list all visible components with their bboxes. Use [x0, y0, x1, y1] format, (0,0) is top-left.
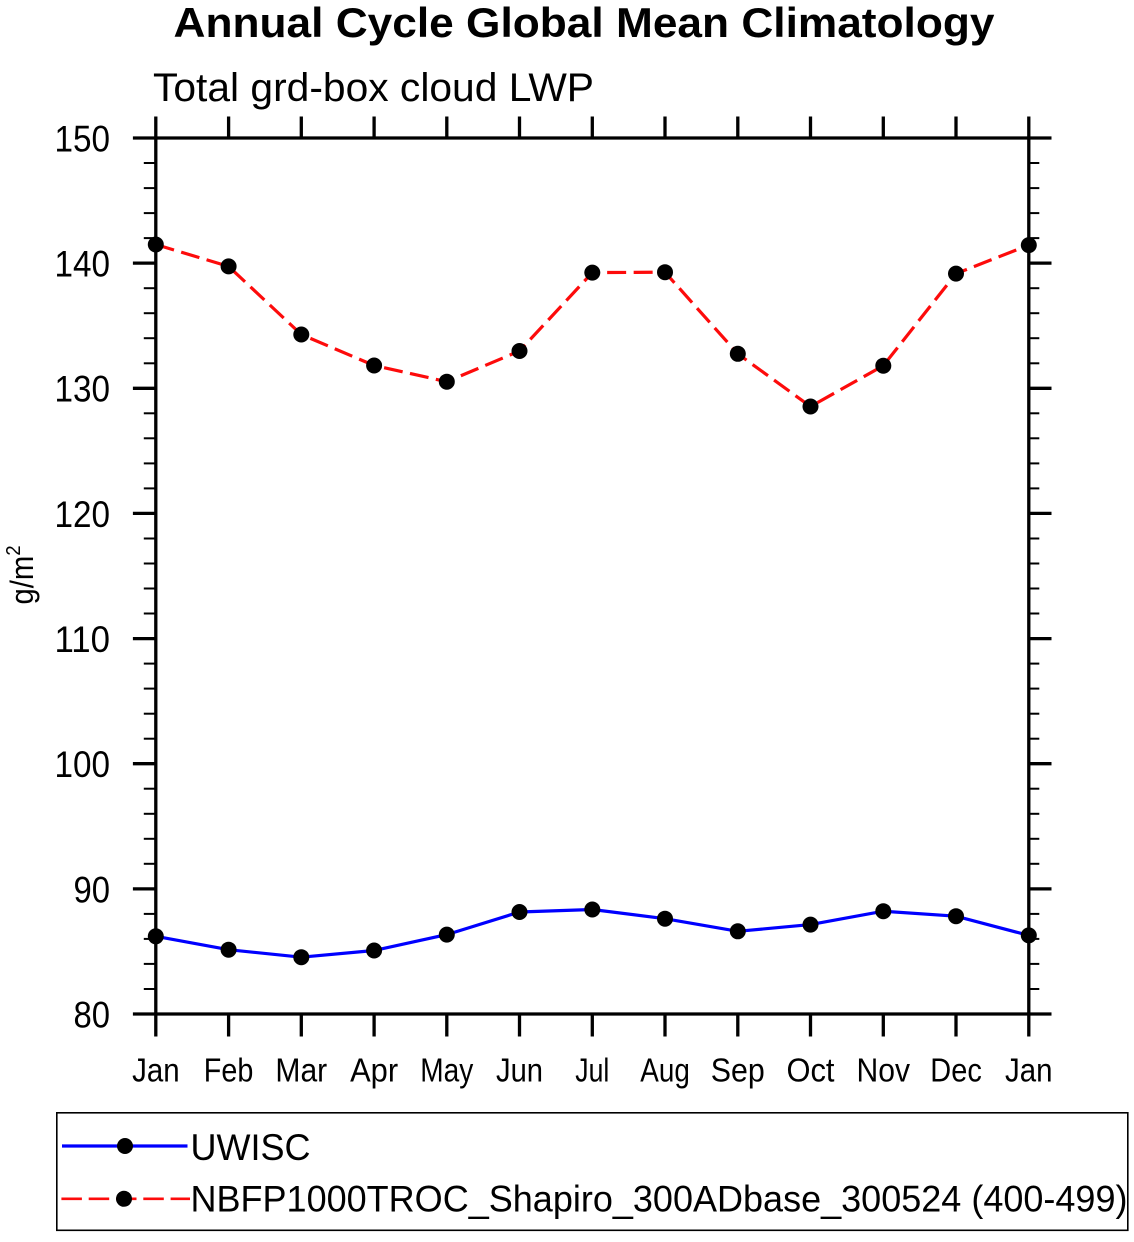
svg-text:Mar: Mar [275, 1053, 327, 1090]
svg-text:NBFP1000TROC_Shapiro_300ADbase: NBFP1000TROC_Shapiro_300ADbase_300524 (4… [191, 1179, 1128, 1220]
svg-text:Oct: Oct [787, 1053, 836, 1090]
svg-text:140: 140 [55, 244, 111, 285]
svg-text:UWISC: UWISC [191, 1127, 311, 1168]
svg-text:120: 120 [55, 494, 111, 535]
svg-text:Sep: Sep [711, 1053, 765, 1090]
svg-text:Total grd-box cloud LWP: Total grd-box cloud LWP [153, 66, 594, 110]
svg-text:Apr: Apr [350, 1053, 398, 1090]
svg-text:Dec: Dec [930, 1053, 982, 1090]
svg-text:150: 150 [55, 118, 111, 159]
svg-text:Jul: Jul [575, 1053, 609, 1090]
svg-text:Aug: Aug [640, 1053, 690, 1090]
svg-text:Jan: Jan [132, 1053, 180, 1090]
svg-text:Jan: Jan [1005, 1053, 1053, 1090]
svg-text:130: 130 [55, 369, 111, 410]
svg-text:Feb: Feb [204, 1053, 254, 1090]
svg-text:90: 90 [74, 869, 111, 910]
svg-text:80: 80 [74, 994, 111, 1035]
svg-text:Annual Cycle Global Mean Clima: Annual Cycle Global Mean Climatology [174, 0, 996, 46]
svg-text:110: 110 [55, 619, 111, 660]
svg-text:May: May [420, 1053, 473, 1090]
svg-text:Jun: Jun [496, 1053, 543, 1090]
svg-text:100: 100 [55, 744, 111, 785]
svg-text:Nov: Nov [857, 1053, 911, 1090]
